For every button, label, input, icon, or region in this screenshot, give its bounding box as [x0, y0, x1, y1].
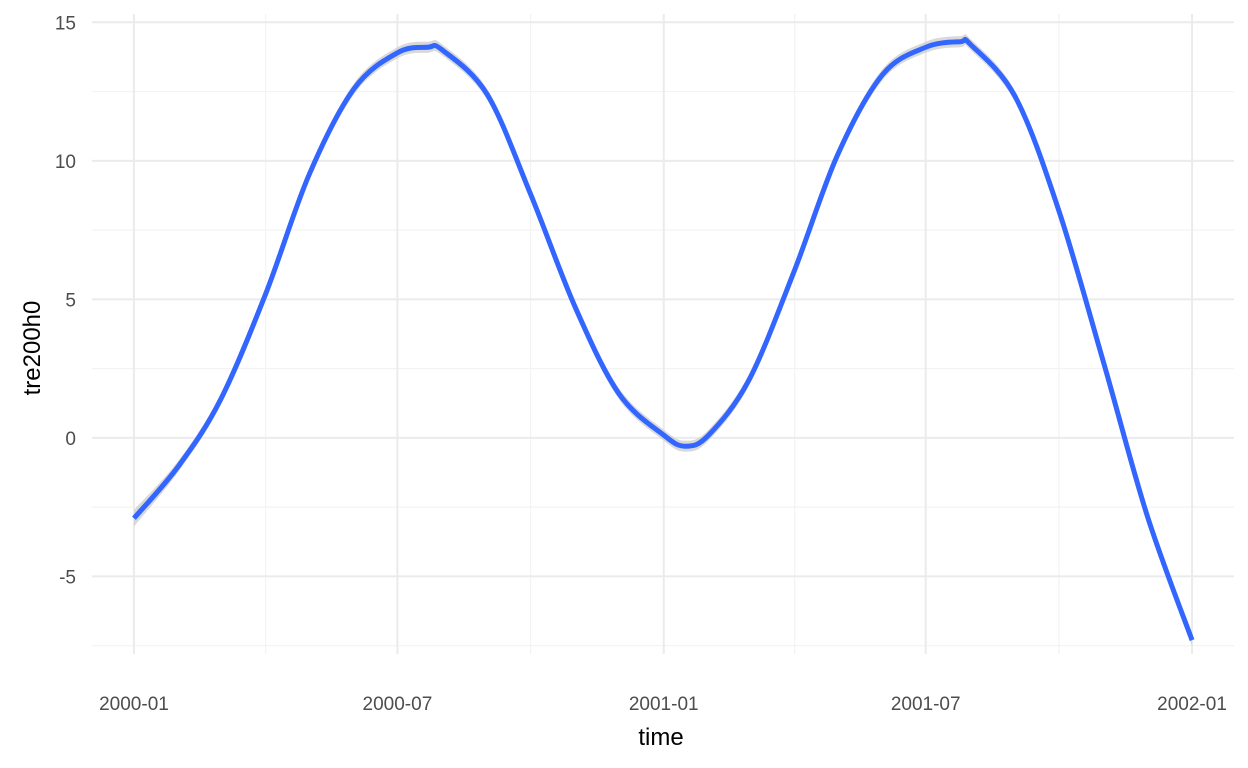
series-line [132, 36, 1195, 641]
y-tick-label: -5 [59, 567, 76, 588]
y-axis-ticks: -5 0 5 10 15 [55, 13, 76, 588]
x-tick-label: 2001-01 [629, 694, 699, 715]
y-tick-label: 0 [65, 429, 76, 450]
x-tick-label: 2002-01 [1157, 694, 1227, 715]
y-tick-label: 5 [65, 290, 76, 311]
x-axis-title: time [638, 724, 683, 751]
x-tick-label: 2001-07 [891, 694, 961, 715]
x-tick-label: 2000-07 [363, 694, 433, 715]
x-tick-label: 2000-01 [99, 694, 169, 715]
y-tick-label: 15 [55, 13, 76, 34]
x-axis-ticks: 2000-01 2000-07 2001-01 2001-07 2002-01 [99, 694, 1227, 715]
y-tick-label: 10 [55, 152, 76, 173]
grid [92, 14, 1234, 654]
y-axis-title: tre200h0 [19, 301, 46, 396]
